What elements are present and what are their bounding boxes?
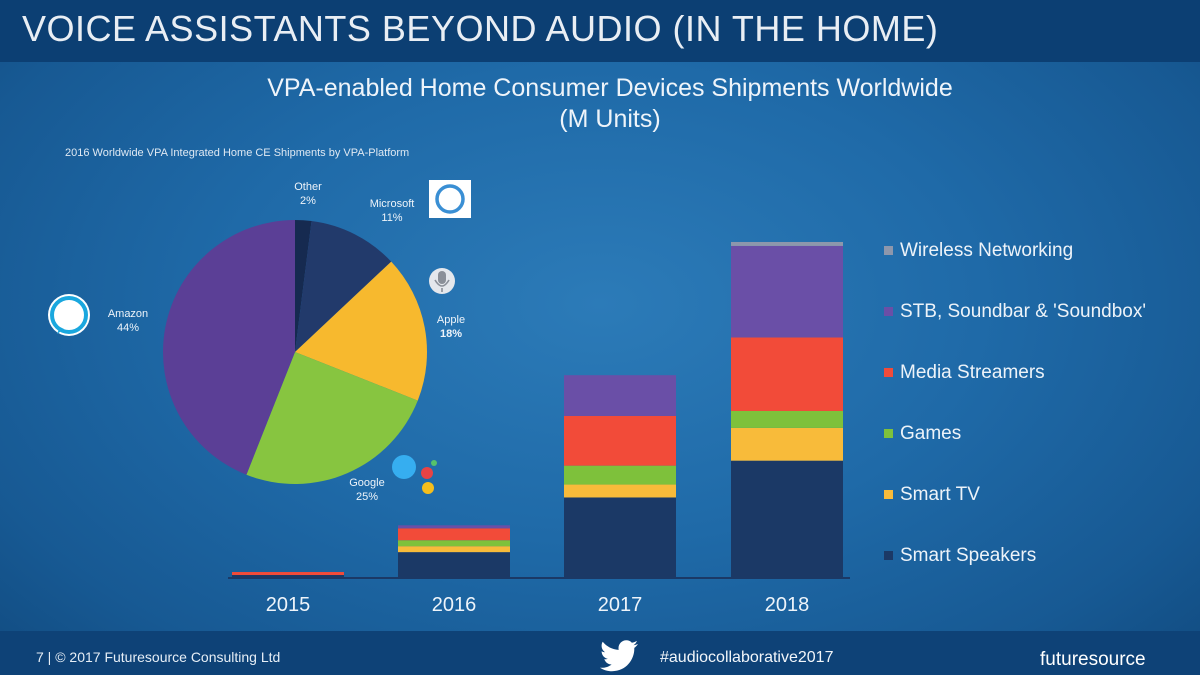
bar-segment-2016-media-streamers (398, 528, 510, 541)
pie-value-microsoft: 11% (381, 212, 402, 224)
pie-label-microsoft: Microsoft (370, 198, 415, 210)
legend-label: Games (900, 422, 962, 444)
siri-icon (429, 268, 455, 294)
legend-label: Wireless Networking (900, 239, 1074, 261)
pie-value-google: 25% (356, 491, 378, 503)
bar-chart: 2015 2016 2017 2018 (228, 241, 850, 616)
pie-slice-amazon (163, 220, 295, 475)
bar-segment-2018-games (731, 410, 843, 428)
bar-chart-legend: Wireless Networking STB, Soundbar & 'Soun… (884, 220, 1146, 586)
pie-slice-other (295, 220, 312, 352)
bar-segment-2018-smart-speakers (731, 460, 843, 577)
footer-bar (0, 631, 1200, 675)
bar-segment-2015-media-streamers (232, 572, 344, 576)
legend-label: Media Streamers (900, 361, 1045, 383)
x-tick-label-2017: 2017 (598, 594, 643, 616)
slide-title: VOICE ASSISTANTS BEYOND AUDIO (IN THE HO… (22, 8, 939, 49)
legend-swatch (884, 307, 893, 316)
bar-segment-2018-wireless-networking (731, 241, 843, 246)
bar-segment-2016-smart-tv (398, 546, 510, 553)
legend-label: Smart Speakers (900, 544, 1037, 566)
legend-item-media-streamers: Media Streamers (884, 342, 1146, 403)
footer-hashtag: #audiocollaborative2017 (660, 649, 834, 666)
legend-item-wireless-networking: Wireless Networking (884, 220, 1146, 281)
bar-segment-2015-smart-speakers (232, 575, 344, 577)
bar-segment-2016-games (398, 540, 510, 547)
title-bar (0, 0, 1200, 62)
legend-swatch (884, 246, 893, 255)
pie-label-other: Other (294, 181, 322, 193)
pie-chart: Other 2% Microsoft 11% Apple 18% Google 25% Amaz… (108, 181, 465, 503)
cortana-icon (429, 180, 471, 218)
legend-label: STB, Soundbar & 'Soundbox' (900, 300, 1146, 322)
legend-swatch (884, 551, 893, 560)
footer-copyright: 7 | © 2017 Futuresource Consulting Ltd (36, 649, 281, 665)
pie-chart-title: 2016 Worldwide VPA Integrated Home CE Sh… (65, 147, 410, 159)
bar-segment-2017-media-streamers (564, 415, 676, 466)
pie-label-amazon: Amazon (108, 308, 148, 320)
futuresource-logo: futuresource (1040, 649, 1146, 670)
bar-segment-2017-stb-soundbar-soundbox (564, 375, 676, 416)
legend-item-smart-speakers: Smart Speakers (884, 525, 1146, 586)
legend-swatch (884, 429, 893, 438)
legend-swatch (884, 368, 893, 377)
legend-label: Smart TV (900, 483, 980, 505)
google-assistant-icon (392, 455, 437, 494)
pie-value-apple: 18% (440, 328, 462, 340)
pie-slice-google (246, 352, 418, 485)
pie-slice-microsoft (295, 221, 392, 352)
bar-chart-title: VPA-enabled Home Consumer Devices Shipme… (267, 74, 953, 133)
bar-segment-2016-stb-soundbar-soundbox (398, 525, 510, 529)
pie-label-google: Google (349, 477, 384, 489)
x-tick-label-2016: 2016 (432, 594, 477, 616)
x-tick-label-2015: 2015 (266, 594, 311, 616)
legend-item-stb-soundbar-soundbox: STB, Soundbar & 'Soundbox' (884, 281, 1146, 342)
bar-segment-2017-smart-tv (564, 484, 676, 498)
pie-slice-apple (295, 261, 428, 401)
pie-value-other: 2% (300, 195, 316, 207)
bar-segment-2018-stb-soundbar-soundbox (731, 245, 843, 338)
pie-label-apple: Apple (437, 314, 465, 326)
x-tick-label-2018: 2018 (765, 594, 810, 616)
legend-item-games: Games (884, 403, 1146, 464)
pie-value-amazon: 44% (117, 322, 139, 334)
alexa-icon (48, 294, 90, 336)
bar-segment-2017-games (564, 465, 676, 485)
bar-segment-2016-smart-speakers (398, 552, 510, 577)
bar-segment-2018-media-streamers (731, 337, 843, 411)
bar-segment-2017-smart-speakers (564, 497, 676, 577)
bar-segment-2018-smart-tv (731, 427, 843, 461)
legend-swatch (884, 490, 893, 499)
legend-item-smart-tv: Smart TV (884, 464, 1146, 525)
twitter-bird-icon (600, 640, 639, 672)
